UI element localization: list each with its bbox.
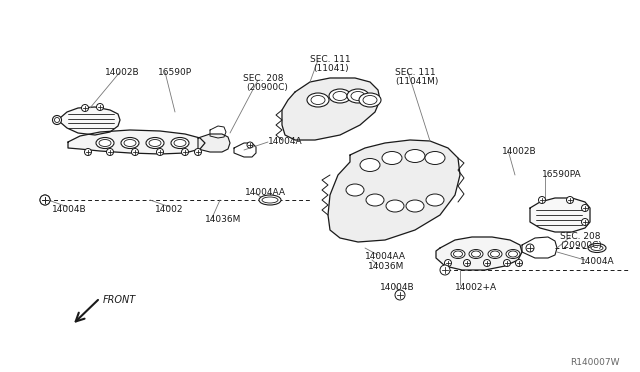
Polygon shape	[198, 134, 230, 152]
Text: (20900C): (20900C)	[246, 83, 288, 92]
Text: FRONT: FRONT	[103, 295, 136, 305]
Polygon shape	[282, 78, 380, 140]
Polygon shape	[328, 140, 460, 242]
Ellipse shape	[425, 151, 445, 164]
Ellipse shape	[311, 96, 325, 105]
Text: (11041): (11041)	[313, 64, 349, 73]
Text: 16590P: 16590P	[158, 68, 192, 77]
Ellipse shape	[490, 251, 499, 257]
Text: 14004A: 14004A	[268, 137, 303, 146]
Ellipse shape	[451, 250, 465, 259]
Ellipse shape	[472, 251, 481, 257]
Text: (11041M): (11041M)	[395, 77, 438, 86]
Circle shape	[106, 148, 113, 155]
Circle shape	[195, 148, 202, 155]
Text: SEC. 208: SEC. 208	[243, 74, 284, 83]
Ellipse shape	[506, 250, 520, 259]
Polygon shape	[68, 130, 205, 154]
Circle shape	[247, 142, 253, 148]
Text: 14002+A: 14002+A	[455, 283, 497, 292]
Text: SEC. 208: SEC. 208	[560, 232, 600, 241]
Circle shape	[157, 148, 163, 155]
Ellipse shape	[307, 93, 329, 107]
Circle shape	[538, 196, 545, 203]
Ellipse shape	[52, 115, 61, 125]
Ellipse shape	[360, 158, 380, 171]
Ellipse shape	[351, 92, 365, 100]
Ellipse shape	[591, 246, 603, 250]
Circle shape	[40, 195, 50, 205]
Ellipse shape	[259, 195, 281, 205]
Circle shape	[463, 260, 470, 266]
Text: R140007W: R140007W	[570, 358, 620, 367]
Circle shape	[97, 103, 104, 110]
Ellipse shape	[406, 200, 424, 212]
Circle shape	[504, 260, 511, 266]
Circle shape	[182, 148, 189, 155]
Ellipse shape	[333, 92, 347, 100]
Circle shape	[395, 290, 405, 300]
Ellipse shape	[488, 250, 502, 259]
Circle shape	[582, 205, 589, 212]
Ellipse shape	[469, 250, 483, 259]
Text: 16590PA: 16590PA	[542, 170, 582, 179]
Text: 14004AA: 14004AA	[245, 188, 286, 197]
Text: SEC. 111: SEC. 111	[395, 68, 436, 77]
Ellipse shape	[405, 150, 425, 163]
Text: 14036M: 14036M	[205, 215, 241, 224]
Ellipse shape	[366, 194, 384, 206]
Circle shape	[131, 148, 138, 155]
Text: 14036M: 14036M	[368, 262, 404, 271]
Text: 14004A: 14004A	[580, 257, 614, 266]
Ellipse shape	[171, 138, 189, 148]
Circle shape	[483, 260, 490, 266]
Ellipse shape	[426, 194, 444, 206]
Text: (20900C): (20900C)	[560, 241, 602, 250]
Ellipse shape	[146, 138, 164, 148]
Ellipse shape	[346, 184, 364, 196]
Ellipse shape	[454, 251, 463, 257]
Ellipse shape	[386, 200, 404, 212]
Ellipse shape	[588, 244, 606, 253]
Text: 14004B: 14004B	[52, 205, 86, 214]
Circle shape	[526, 244, 534, 252]
Polygon shape	[530, 198, 590, 232]
Circle shape	[40, 195, 50, 205]
Ellipse shape	[99, 140, 111, 147]
Circle shape	[81, 105, 88, 112]
Text: 14002B: 14002B	[105, 68, 140, 77]
Circle shape	[445, 260, 451, 266]
Circle shape	[582, 218, 589, 225]
Ellipse shape	[509, 251, 518, 257]
Ellipse shape	[124, 140, 136, 147]
Text: 14004B: 14004B	[380, 283, 415, 292]
Text: 14002: 14002	[155, 205, 184, 214]
Ellipse shape	[347, 89, 369, 103]
Text: SEC. 111: SEC. 111	[310, 55, 351, 64]
Polygon shape	[60, 107, 120, 135]
Text: 14004AA: 14004AA	[365, 252, 406, 261]
Circle shape	[566, 196, 573, 203]
Ellipse shape	[149, 140, 161, 147]
Ellipse shape	[121, 138, 139, 148]
Ellipse shape	[174, 140, 186, 147]
Ellipse shape	[96, 138, 114, 148]
Ellipse shape	[329, 89, 351, 103]
Ellipse shape	[359, 93, 381, 107]
Ellipse shape	[382, 151, 402, 164]
Ellipse shape	[262, 197, 278, 203]
Polygon shape	[436, 237, 522, 270]
Circle shape	[515, 260, 522, 266]
Circle shape	[84, 148, 92, 155]
Ellipse shape	[54, 118, 60, 122]
Circle shape	[440, 265, 450, 275]
Ellipse shape	[363, 96, 377, 105]
Text: 14002B: 14002B	[502, 147, 536, 156]
